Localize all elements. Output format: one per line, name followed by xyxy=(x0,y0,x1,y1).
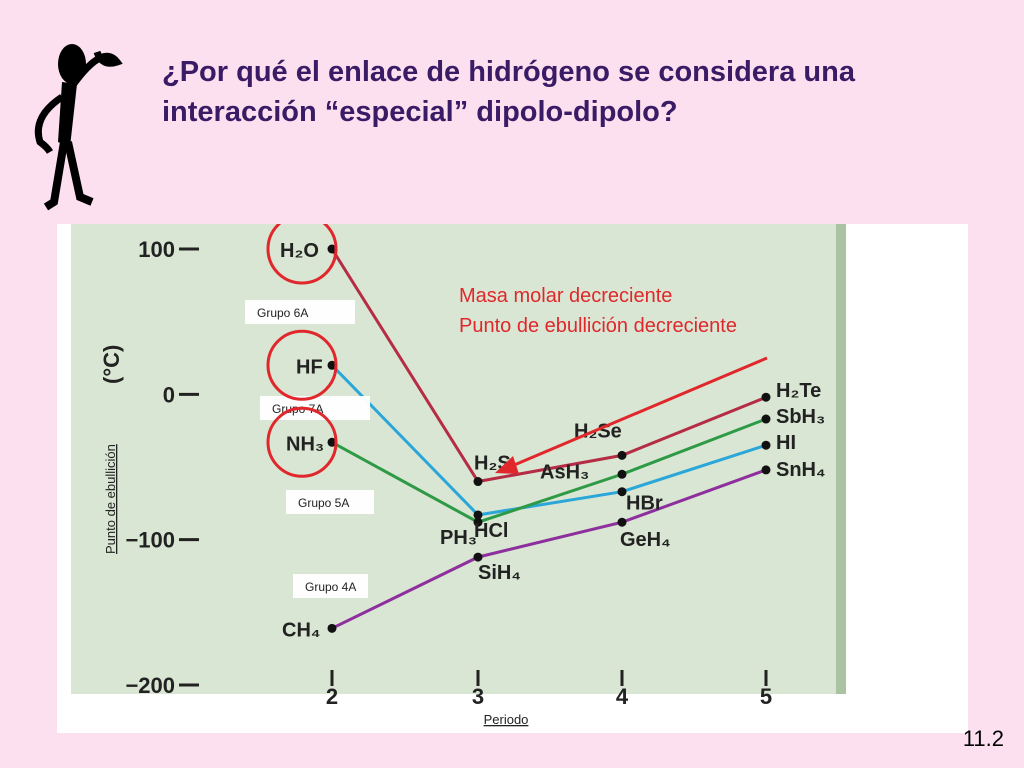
thinking-stick-figure-icon xyxy=(22,22,132,217)
title-line-2: interacción “especial” dipolo-dipolo? xyxy=(162,96,678,128)
legend-label: Grupo 4A xyxy=(305,580,356,594)
series-line xyxy=(330,364,767,517)
data-point-label: H₂Te xyxy=(776,380,821,402)
unit-label: (°C) xyxy=(99,345,124,384)
data-point-label: H₂O xyxy=(280,240,319,262)
legend-box xyxy=(245,300,355,324)
data-point xyxy=(327,360,337,370)
plot-edge-band xyxy=(836,224,846,694)
series-line xyxy=(330,248,767,484)
x-tick-label: 3 xyxy=(472,684,484,709)
data-point xyxy=(761,414,771,424)
data-point xyxy=(473,477,483,487)
series-line xyxy=(331,417,767,524)
data-point-label: HI xyxy=(776,432,796,454)
data-point-label: HF xyxy=(296,356,323,378)
y-tick-label: 0 xyxy=(163,382,175,407)
data-point xyxy=(327,437,337,447)
data-point-label: CH₄ xyxy=(282,619,320,641)
data-point xyxy=(327,244,337,254)
annotation-line-1: Masa molar decreciente xyxy=(459,285,672,307)
x-axis-label: Periodo xyxy=(484,712,529,727)
data-point xyxy=(473,517,483,527)
data-point-label: PH₃ xyxy=(440,527,477,549)
data-point-label: HCl xyxy=(474,520,508,542)
annotation-line-2: Punto de ebullición decreciente xyxy=(459,315,737,337)
plot-background xyxy=(71,224,836,694)
highlight-circle xyxy=(266,329,338,401)
x-tick-label: 5 xyxy=(760,684,772,709)
highlight-circle xyxy=(266,406,338,478)
data-point xyxy=(617,517,627,527)
data-point xyxy=(761,392,771,402)
legend-box xyxy=(293,574,368,598)
y-tick-label: −100 xyxy=(125,528,175,553)
data-point-label: SiH₄ xyxy=(478,562,521,584)
data-point xyxy=(617,450,627,460)
legend-label: Grupo 5A xyxy=(298,496,349,510)
data-point-label: SbH₃ xyxy=(776,406,825,428)
data-point xyxy=(327,623,337,633)
slide-number: 11.2 xyxy=(962,726,1004,751)
data-point-label: NH₃ xyxy=(286,433,324,455)
data-point-label: AsH₃ xyxy=(540,461,589,483)
title-line-1: ¿Por qué el enlace de hidrógeno se consi… xyxy=(162,56,855,88)
y-axis-label: Punto de ebullición xyxy=(103,444,118,554)
y-tick-label: −200 xyxy=(125,673,175,698)
x-tick-label: 4 xyxy=(616,684,629,709)
data-point xyxy=(473,510,483,520)
boiling-point-chart: 100 0 −100 −200 2 3 4 5 H₂O H₂S H₂Se H₂Te HF HCl HBr H… xyxy=(57,213,968,733)
annotation-arrow-line xyxy=(506,356,768,470)
annotation-arrow-head xyxy=(495,456,519,474)
data-point xyxy=(761,465,771,475)
data-point-label: HBr xyxy=(626,493,663,515)
page-title: ¿Por qué el enlace de hidrógeno se consi… xyxy=(162,52,1002,132)
x-tick-label: 2 xyxy=(326,684,338,709)
data-point xyxy=(617,469,627,479)
legend-box xyxy=(286,490,374,514)
data-point-label: SnH₄ xyxy=(776,459,826,481)
data-point-label: GeH₄ xyxy=(620,529,671,551)
y-tick-label: 100 xyxy=(138,237,175,262)
series-line xyxy=(331,468,767,630)
data-point xyxy=(473,552,483,562)
legend-label: Grupo 6A xyxy=(257,306,308,320)
data-point xyxy=(617,487,627,497)
data-point xyxy=(761,440,771,450)
